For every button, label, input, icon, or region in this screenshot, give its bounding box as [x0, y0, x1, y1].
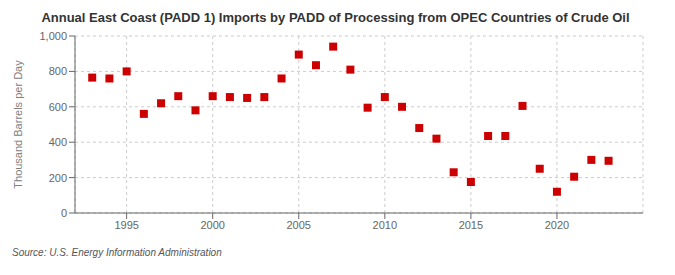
svg-text:1995: 1995 [114, 219, 138, 231]
svg-text:200: 200 [49, 172, 67, 184]
svg-text:2015: 2015 [459, 219, 483, 231]
svg-text:0: 0 [61, 207, 67, 219]
svg-text:800: 800 [49, 65, 67, 77]
svg-text:2020: 2020 [545, 219, 569, 231]
svg-text:Thousand Barrels per Day: Thousand Barrels per Day [12, 60, 24, 189]
svg-text:2005: 2005 [287, 219, 311, 231]
svg-text:1,000: 1,000 [39, 30, 67, 42]
svg-text:600: 600 [49, 101, 67, 113]
svg-text:2010: 2010 [373, 219, 397, 231]
svg-text:400: 400 [49, 136, 67, 148]
html-text:Annual East Coast (PADD 1) Imp: Annual East Coast (PADD 1) Imports by PA… [41, 10, 630, 25]
html-text:Source: U.S. Energy Informatio: Source: U.S. Energy Information Administ… [12, 247, 222, 258]
svg-text:2000: 2000 [200, 219, 224, 231]
